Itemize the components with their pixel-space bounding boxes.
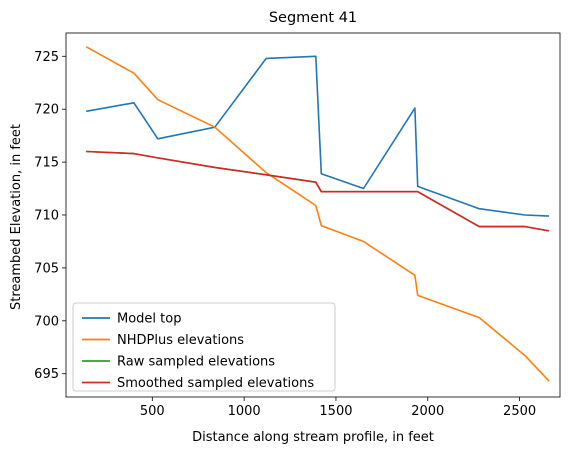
legend-entry: Raw sampled elevations — [117, 355, 275, 370]
chart-title: Segment 41 — [269, 10, 357, 26]
x-axis-label: Distance along stream profile, in feet — [192, 430, 434, 445]
plot-area — [65, 32, 561, 398]
legend-box — [72, 302, 336, 392]
x-tick-label: 2500 — [503, 404, 536, 419]
y-tick-label: 725 — [34, 50, 59, 65]
y-axis: 695 700 705 710 715 720 725 — [34, 50, 66, 382]
x-tick-label: 500 — [140, 404, 165, 419]
x-tick-label: 1500 — [319, 404, 352, 419]
legend-entry: NHDPlus elevations — [117, 333, 244, 348]
series-line-2 — [86, 150, 550, 232]
y-tick-label: 705 — [34, 261, 59, 276]
series-line-1 — [85, 46, 550, 382]
series-line-3 — [86, 150, 550, 232]
legend: Model top NHDPlus elevations Raw sampled e… — [72, 302, 336, 392]
x-tick-label: 1000 — [228, 404, 261, 419]
y-tick-label: 700 — [34, 314, 59, 329]
y-tick-label: 695 — [34, 367, 59, 382]
series-line-0 — [86, 55, 550, 217]
legend-entry: Smoothed sampled elevations — [117, 376, 314, 391]
legend-entry: Model top — [117, 312, 181, 327]
x-tick-label: 2000 — [411, 404, 444, 419]
x-axis: 500 1000 1500 2000 2500 — [140, 397, 536, 419]
y-tick-label: 715 — [34, 156, 59, 171]
y-tick-label: 720 — [34, 103, 59, 118]
y-axis-label: Streambed Elevation, in feet — [9, 124, 24, 310]
y-tick-label: 710 — [34, 209, 59, 224]
